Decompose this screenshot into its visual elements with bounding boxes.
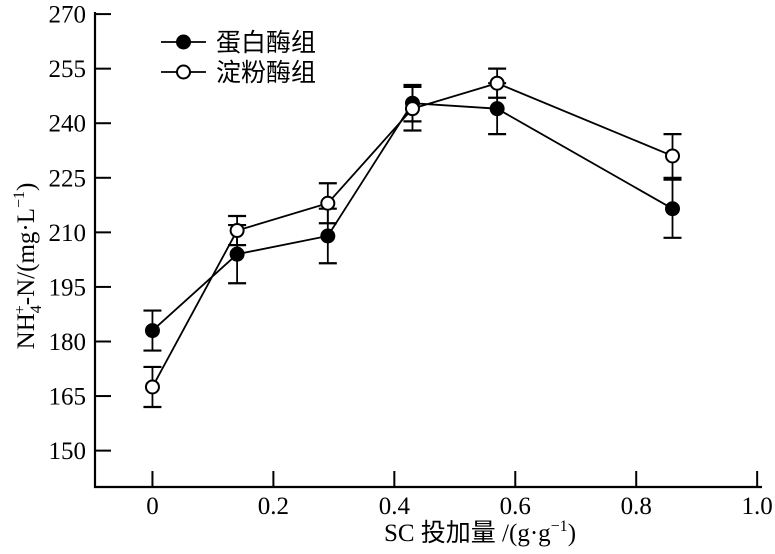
amylase-marker-open-circle <box>665 148 681 164</box>
legend-entry: 蛋白酶组 <box>161 29 316 57</box>
protease-marker-filled-circle <box>665 201 681 217</box>
protease-marker-filled-circle <box>229 246 245 262</box>
legend-label: 淀粉酶组 <box>216 59 316 87</box>
y-axis-title: NH4+-N/(mg·L−1) <box>11 183 45 350</box>
y-tick-label: 195 <box>49 274 87 301</box>
amylase-line <box>151 82 673 388</box>
x-tick-label: 0.8 <box>621 493 652 520</box>
x-tick-label: 0 <box>146 493 159 520</box>
legend-label: 蛋白酶组 <box>216 29 316 57</box>
y-tick-label: 240 <box>49 111 87 138</box>
amylase-marker-open-circle <box>229 223 245 239</box>
x-tick-label: 0.2 <box>258 493 289 520</box>
protease-marker-filled-circle <box>320 228 336 244</box>
x-axis-title: SC 投加量 /(g·g−1) <box>384 518 576 547</box>
y-tick-label: 255 <box>49 56 87 83</box>
legend-open-circle-icon <box>176 64 191 80</box>
amylase-series-group <box>143 67 682 409</box>
y-tick-label: 210 <box>49 220 87 247</box>
amylase-marker-open-circle <box>404 101 420 117</box>
x-tick-label: 0.6 <box>500 493 531 520</box>
y-axis-title-group: NH4+-N/(mg·L−1) <box>11 183 45 350</box>
legend-filled-circle-icon <box>176 34 191 50</box>
protease-marker-filled-circle <box>489 101 505 117</box>
y-tick-label: 180 <box>49 329 87 356</box>
x-tick-label: 1.0 <box>742 493 773 520</box>
y-tick-label: 270 <box>49 2 87 29</box>
axes-group: 150 165 180 195 210 225 240 255 270 0 0.2 0.4 0.6 0.8… <box>49 2 773 520</box>
y-tick-label: 225 <box>49 165 87 192</box>
y-tick-label: 165 <box>49 384 87 411</box>
y-tick-label: 150 <box>49 438 87 465</box>
protease-line <box>151 102 673 332</box>
amylase-marker-open-circle <box>144 379 160 395</box>
protease-marker-filled-circle <box>144 323 160 339</box>
x-tick-label: 0.4 <box>379 493 411 520</box>
legend-entry: 淀粉酶组 <box>161 59 316 87</box>
amylase-marker-open-circle <box>489 75 505 91</box>
amylase-marker-open-circle <box>320 195 336 211</box>
